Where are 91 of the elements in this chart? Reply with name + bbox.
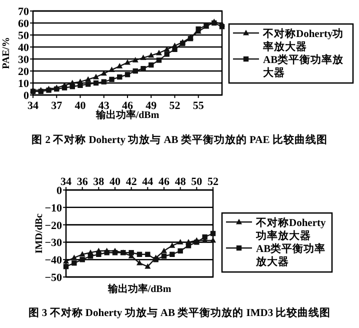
y-tick-label: 0	[56, 185, 62, 197]
point	[96, 252, 102, 257]
point	[153, 257, 158, 262]
point	[62, 85, 68, 90]
point	[164, 46, 170, 52]
point	[136, 252, 142, 257]
point	[100, 70, 107, 76]
x-tick-label: 52	[208, 176, 219, 188]
point	[164, 52, 170, 57]
x-axis-title: 输出功率/dBm	[94, 109, 160, 121]
point	[93, 80, 99, 86]
point	[93, 74, 99, 80]
point	[140, 54, 146, 60]
point	[170, 252, 175, 257]
point	[71, 254, 78, 260]
point	[156, 50, 162, 56]
x-tick-label: 42	[126, 176, 138, 188]
point	[210, 230, 216, 236]
x-tick-label: 49	[146, 100, 158, 112]
point	[210, 237, 216, 243]
point	[79, 251, 86, 257]
point	[161, 248, 167, 254]
x-tick-label: 52	[169, 100, 181, 112]
point	[145, 252, 150, 257]
y-tick-label: −40	[44, 254, 62, 267]
point	[128, 250, 134, 256]
x-tick-label: 34	[60, 176, 72, 188]
y-tick-label: 70	[18, 6, 30, 18]
point	[124, 59, 130, 65]
point	[169, 242, 176, 248]
point	[88, 254, 94, 259]
y-tick-label: 0	[24, 90, 30, 102]
y-tick-label: 50	[18, 30, 30, 42]
point	[80, 257, 85, 262]
point	[124, 72, 130, 78]
x-tick-label: 55	[192, 100, 204, 112]
y-tick-label: −30	[44, 237, 62, 250]
point	[156, 58, 162, 63]
point	[178, 248, 183, 254]
point	[72, 260, 77, 266]
point	[140, 66, 146, 72]
point	[85, 76, 92, 82]
legend-label: 不对称Doherty功率放大器	[255, 216, 326, 242]
point	[116, 63, 123, 68]
x-tick-label: 37	[51, 100, 63, 112]
text: 图 3 不对称 Doherty 功放与 AB 类平衡功放的 IMD3 比较曲线图	[28, 306, 331, 319]
y-tick-label: 40	[18, 42, 30, 54]
point	[86, 82, 91, 87]
point	[148, 52, 154, 58]
point	[104, 250, 110, 256]
x-tick-label: 40	[110, 176, 121, 188]
point	[161, 254, 167, 259]
y-tick-label: 60	[18, 18, 30, 30]
x-tick-label: 48	[174, 176, 186, 188]
x-tick-label: 50	[191, 176, 203, 188]
x-tick-label: 36	[76, 176, 88, 188]
legend-label: AB类平衡功率放大器	[263, 53, 345, 79]
point	[136, 260, 142, 266]
y-tick-label: 30	[18, 54, 30, 66]
point	[70, 84, 75, 90]
point	[108, 66, 115, 72]
point	[132, 68, 138, 74]
legend-label: 不对称Doherty功率放大器	[262, 27, 344, 53]
point	[219, 24, 225, 30]
y-tick-label: −50	[44, 272, 62, 284]
point	[177, 239, 184, 244]
point	[194, 240, 200, 245]
point	[144, 263, 151, 269]
x-tick-label: 38	[93, 176, 105, 188]
point	[148, 62, 154, 68]
point	[117, 74, 122, 80]
y-axis-title: IMD/dBc	[34, 212, 45, 254]
y-tick-label: −20	[44, 220, 62, 232]
x-tick-label: 46	[158, 176, 170, 188]
legend-label: AB类平衡功率放大器	[255, 242, 326, 268]
y-axis-title: PAE/%	[1, 36, 12, 70]
point	[101, 79, 106, 84]
x-axis-title: 输出功率/dBm	[106, 283, 172, 295]
point	[112, 250, 118, 256]
point	[186, 243, 192, 248]
y-tick-label: 10	[18, 78, 30, 90]
x-tick-label: 44	[142, 176, 154, 188]
point	[109, 76, 114, 82]
point	[202, 234, 208, 240]
x-tick-label: 40	[74, 100, 86, 112]
point	[63, 264, 69, 270]
x-tick-label: 34	[28, 100, 39, 112]
point	[132, 57, 138, 62]
y-tick-label: −10	[44, 202, 62, 214]
y-tick-label: 20	[18, 66, 30, 78]
text: 图 2 不对称 Doherty 功放与 AB 类平衡功放的 PAE 比较曲线图	[32, 133, 328, 146]
